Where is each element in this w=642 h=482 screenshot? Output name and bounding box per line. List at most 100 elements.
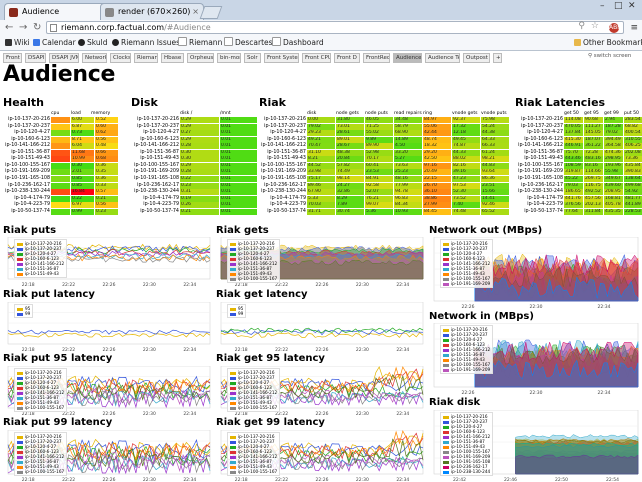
column-header: cpu — [51, 111, 60, 116]
legend-swatch — [230, 307, 236, 311]
dashboard-tab-riemann[interactable]: Riemann — [134, 53, 158, 63]
legend-swatch — [230, 445, 236, 449]
legend-entry: ip-10-151-49-43 — [17, 464, 64, 469]
metric-cell — [51, 195, 70, 202]
legend-swatch — [17, 267, 23, 271]
legend-swatch — [443, 450, 449, 454]
bookmark-skuld[interactable]: Skuld — [78, 37, 107, 49]
browser-tab-audience[interactable]: Audience × — [4, 3, 114, 20]
github-icon — [112, 39, 119, 46]
legend-entry: ip-10-137-20-216 — [230, 370, 277, 375]
folder-icon — [574, 39, 581, 46]
metric-cell: 42.50 — [423, 156, 451, 163]
metric-cell: 98.14 — [336, 175, 364, 182]
maximize-icon[interactable]: □ — [614, 1, 623, 11]
legend-entry: ip-10-120-4-27 — [230, 380, 277, 385]
metric-cell: 0.29 — [180, 162, 219, 169]
host-label: ip-10-4-223-79 — [527, 202, 563, 208]
dashboard-tab-network[interactable]: Network — [82, 53, 107, 63]
legend-swatch — [443, 425, 449, 429]
bookmark-wiki[interactable]: Wiki — [5, 37, 30, 49]
column-header: vnode gets — [452, 111, 478, 116]
dashboard-tab-orpheus[interactable]: Orpheus — [187, 53, 214, 63]
legend-swatch — [17, 371, 23, 375]
bookmark-star-icon[interactable]: ☆ — [590, 21, 599, 31]
legend-label: ip-10-141-166-212 — [25, 454, 65, 459]
metric-cell: 52.98 — [365, 149, 393, 156]
dashboard-tab-audience[interactable]: Audience × — [393, 53, 422, 63]
host-label: ip-10-236-162-17 — [264, 182, 306, 188]
add-tab-button[interactable]: + — [493, 53, 502, 63]
legend-label: ip-10-191-165-108 — [451, 459, 491, 464]
metric-cell: 89.01 — [336, 136, 364, 143]
legend-label: ip-10-137-20-237 — [238, 246, 275, 251]
legend-label: ip-10-137-20-216 — [451, 241, 488, 246]
adblock-extension-icon[interactable]: ABP — [609, 23, 621, 33]
metric-cell: 0.01 — [220, 156, 257, 163]
metric-cell: 474.36 — [604, 149, 623, 156]
new-tab-button[interactable] — [199, 6, 223, 19]
dashboard-tab-audience-test[interactable]: Audience Test — [425, 53, 460, 63]
series-line — [474, 276, 639, 302]
metric-cell: 4.50 — [394, 143, 422, 150]
dashboard-tab-frontreq[interactable]: FrontReq — [363, 53, 390, 63]
legend-swatch — [17, 257, 23, 261]
metric-cell: 52.30 — [452, 189, 480, 196]
x-tick-label: 22:18 — [22, 282, 35, 287]
dashboard-tab-clocks[interactable]: Clocks — [110, 53, 131, 63]
bookmark-calendar[interactable]: Calendar — [33, 37, 76, 49]
legend-entry: 95 — [230, 306, 243, 311]
dashboard-tab-front-d[interactable]: Front D — [334, 53, 360, 63]
column-header: get 50 — [564, 111, 579, 116]
close-window-icon[interactable]: ✕ — [628, 1, 636, 11]
legend-swatch — [17, 262, 23, 266]
dashboard-tab-front-cpu[interactable]: Front CPU — [302, 53, 331, 63]
other-bookmarks[interactable]: Other Bookmarks — [574, 37, 642, 49]
legend-label: ip-10-151-49-43 — [25, 271, 59, 276]
switch-screen-input[interactable]: ⚲ switch screen — [588, 53, 632, 59]
section-riak-latencies: Riak Latencies — [515, 96, 606, 109]
bookmark-dashboard[interactable]: Dashboard — [272, 37, 324, 49]
metric-cell — [51, 136, 70, 143]
legend-entry: ip-10-160-6-123 — [230, 385, 277, 390]
legend-label: ip-10-160-6-123 — [25, 385, 59, 390]
legend-entry: ip-10-137-20-237 — [443, 419, 490, 424]
dashboard-tab-solr[interactable]: Solr — [244, 53, 261, 63]
legend-entry: ip-10-151-49-43 — [230, 400, 277, 405]
address-bar[interactable]: riemann.corp.factual.com/#Audience ⚲ ☆ A… — [46, 21, 624, 34]
chart-legend: ip-10-137-20-216 ip-10-137-20-237 ip-10-12… — [14, 239, 68, 278]
dashboard-tab-hbase[interactable]: Hbase — [161, 53, 184, 63]
dashboard-tab-outpost[interactable]: Outpost — [463, 53, 490, 63]
dashboard-tab-dsapi[interactable]: DSAPI — [25, 53, 46, 63]
host-label: ip-10-238-130-244 — [261, 189, 306, 195]
legend-entry: ip-10-137-20-216 — [443, 414, 490, 419]
browser-tab-render[interactable]: render (670×260) × — [100, 3, 204, 20]
dashboard-tab-front[interactable]: Front — [3, 53, 22, 63]
dashboard-tab-front-system[interactable]: Front System — [264, 53, 299, 63]
forward-icon[interactable]: → — [19, 22, 28, 33]
legend-label: ip-10-151-36-87 — [238, 395, 272, 400]
search-icon[interactable]: ⚲ — [578, 21, 585, 31]
minimize-icon[interactable]: – — [600, 1, 605, 11]
reload-icon[interactable]: ↻ — [33, 22, 42, 33]
close-icon[interactable]: × — [192, 7, 199, 16]
back-icon[interactable]: ← — [5, 22, 14, 33]
legend-swatch — [17, 455, 23, 459]
metric-cell — [51, 143, 70, 150]
legend-swatch — [443, 415, 449, 419]
legend-entry: ip-10-137-20-216 — [17, 241, 64, 246]
legend-entry: ip-10-151-36-87 — [443, 266, 490, 271]
host-label: ip-10-141-166-212 — [134, 143, 179, 149]
column-header: vnode puts — [481, 111, 507, 116]
series-line — [515, 451, 639, 475]
legend-label: ip-10-137-20-237 — [25, 375, 62, 380]
legend-label: ip-10-120-4-27 — [451, 337, 483, 342]
menu-icon[interactable]: ≡ — [630, 23, 638, 33]
bookmark-riemann-issues[interactable]: Riemann Issues — [112, 37, 180, 49]
column-header: node puts — [365, 111, 388, 116]
dashboard-tab-bin-mon[interactable]: bin-mon — [217, 53, 241, 63]
bookmark-descartes[interactable]: Descartes — [224, 37, 273, 49]
legend-label: ip-10-120-4-27 — [25, 444, 57, 449]
dashboard-tab-dsapi-jvm[interactable]: DSAPI JVM — [49, 53, 79, 63]
bookmark-riemann[interactable]: Riemann — [178, 37, 222, 49]
